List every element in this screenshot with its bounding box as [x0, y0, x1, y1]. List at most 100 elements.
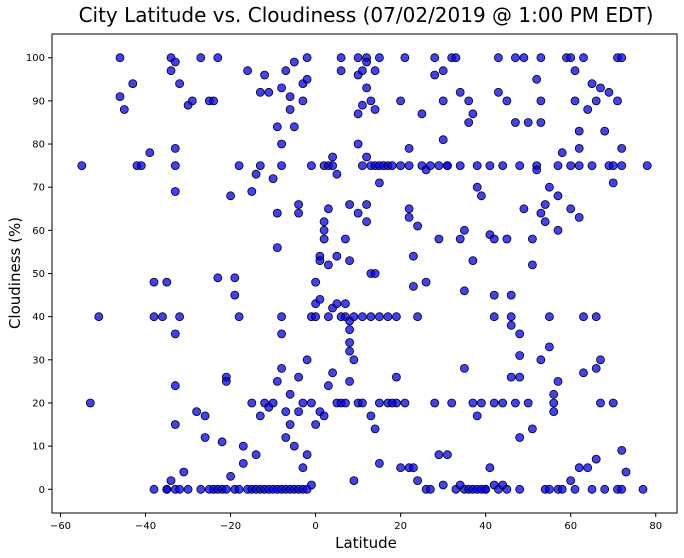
data-point: [596, 83, 605, 93]
data-point: [549, 389, 559, 399]
data-point: [413, 476, 423, 486]
data-point: [247, 187, 257, 196]
data-point: [336, 53, 346, 63]
data-point: [638, 484, 648, 494]
data-point: [353, 139, 363, 149]
data-point: [430, 398, 440, 408]
data-point: [251, 450, 261, 460]
data-point: [587, 161, 597, 171]
data-point: [617, 484, 627, 494]
data-point: [272, 376, 282, 386]
data-point: [413, 312, 423, 322]
data-point: [434, 161, 444, 171]
data-point: [285, 420, 295, 429]
plot-area-frame: [51, 33, 678, 514]
data-point: [459, 225, 469, 235]
data-point: [285, 105, 295, 114]
data-point: [349, 312, 359, 322]
data-point: [408, 251, 418, 261]
data-point: [170, 329, 180, 339]
data-point: [251, 169, 261, 179]
data-point: [298, 96, 308, 106]
data-point: [230, 290, 240, 300]
data-point: [511, 118, 520, 127]
data-point: [119, 105, 129, 114]
data-point: [583, 105, 593, 114]
data-point: [540, 200, 550, 209]
data-point: [451, 53, 461, 63]
data-point: [591, 96, 601, 106]
data-point: [221, 484, 231, 494]
data-point: [306, 480, 316, 490]
data-point: [553, 376, 563, 386]
data-point: [238, 458, 248, 468]
data-point: [400, 53, 410, 63]
data-point: [574, 126, 584, 136]
data-point: [311, 312, 321, 322]
data-point: [570, 96, 580, 106]
data-point: [221, 376, 231, 386]
data-point: [438, 96, 448, 106]
data-point: [289, 122, 299, 132]
data-point: [234, 484, 244, 494]
data-point: [404, 161, 414, 171]
data-point: [404, 143, 414, 153]
data-point: [485, 463, 495, 473]
data-point: [226, 471, 236, 481]
data-point: [502, 484, 512, 494]
data-point: [613, 96, 622, 106]
data-point: [506, 312, 516, 322]
data-point: [387, 398, 397, 408]
data-point: [268, 398, 278, 408]
data-point: [591, 454, 601, 464]
data-point: [587, 484, 597, 494]
data-point: [374, 53, 384, 63]
data-point: [481, 484, 491, 494]
data-point: [340, 398, 350, 408]
data-point: [272, 243, 282, 253]
data-point: [374, 312, 384, 322]
data-point: [362, 83, 372, 93]
data-point: [608, 398, 618, 408]
data-point: [255, 161, 265, 171]
data-point: [294, 407, 304, 417]
data-point: [366, 312, 376, 322]
y-tick-label: 50: [32, 269, 45, 280]
data-point: [260, 70, 270, 80]
data-point: [234, 312, 244, 322]
x-tick-label: 0: [312, 521, 318, 532]
data-point: [617, 445, 627, 455]
data-point: [608, 161, 618, 171]
data-point: [336, 66, 346, 76]
data-point: [391, 372, 401, 382]
data-point: [179, 467, 189, 477]
data-point: [528, 234, 537, 244]
data-point: [136, 161, 146, 171]
chart-title: City Latitude vs. Cloudiness (07/02/2019…: [79, 3, 654, 27]
data-point: [374, 398, 384, 408]
data-point: [489, 312, 499, 322]
data-point: [455, 87, 465, 97]
data-point: [600, 126, 610, 136]
data-point: [315, 294, 325, 304]
data-point: [332, 251, 342, 261]
y-tick-label: 0: [39, 485, 45, 496]
data-point: [226, 191, 236, 201]
y-tick-label: 30: [32, 355, 45, 366]
data-point: [472, 182, 482, 192]
data-point: [549, 407, 559, 417]
data-point: [115, 53, 125, 63]
data-point: [277, 329, 287, 339]
data-point: [332, 299, 342, 309]
data-point: [281, 66, 291, 76]
data-point: [464, 118, 474, 127]
data-point: [170, 57, 180, 67]
data-point: [574, 463, 584, 473]
data-point: [438, 66, 448, 76]
data-point: [485, 161, 495, 171]
data-point: [438, 480, 448, 490]
data-point: [345, 325, 355, 335]
data-point: [476, 191, 486, 201]
data-point: [328, 368, 338, 378]
y-tick-label: 20: [32, 398, 45, 409]
